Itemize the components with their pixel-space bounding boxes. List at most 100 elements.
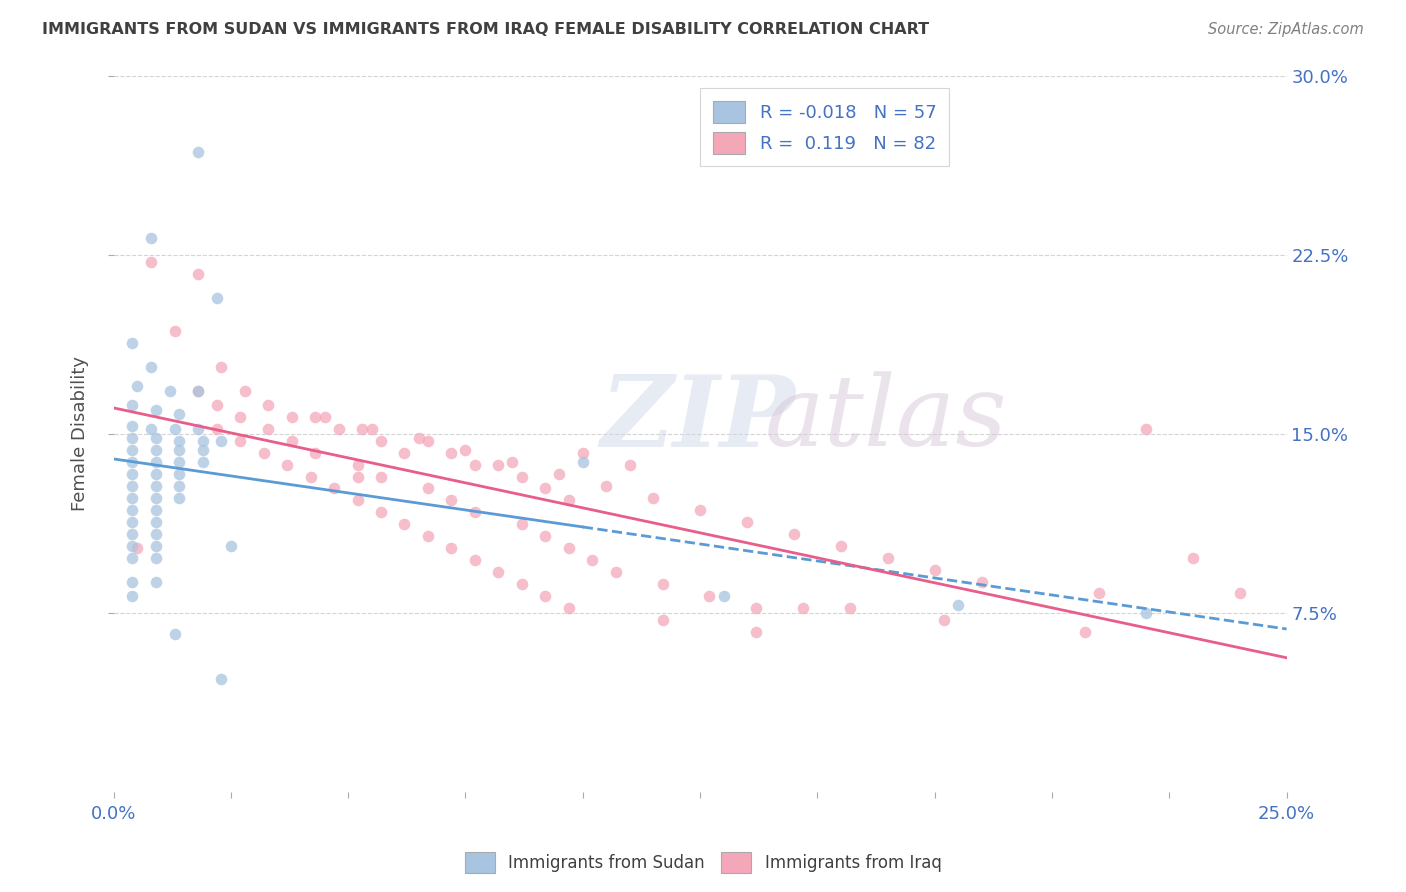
Point xyxy=(187,384,209,398)
Legend: Immigrants from Sudan, Immigrants from Iraq: Immigrants from Sudan, Immigrants from I… xyxy=(458,846,948,880)
Text: IMMIGRANTS FROM SUDAN VS IMMIGRANTS FROM IRAQ FEMALE DISABILITY CORRELATION CHAR: IMMIGRANTS FROM SUDAN VS IMMIGRANTS FROM… xyxy=(42,22,929,37)
Point xyxy=(501,455,523,469)
Y-axis label: Female Disability: Female Disability xyxy=(72,356,89,511)
Point xyxy=(783,526,806,541)
Point xyxy=(167,467,190,482)
Text: ZIP: ZIP xyxy=(600,371,796,467)
Point xyxy=(464,505,486,519)
Point xyxy=(346,493,368,508)
Point xyxy=(187,384,209,398)
Point xyxy=(145,455,167,469)
Point xyxy=(352,422,374,436)
Point xyxy=(167,479,190,493)
Point xyxy=(121,539,143,553)
Point xyxy=(145,550,167,565)
Point xyxy=(167,434,190,448)
Point xyxy=(187,422,209,436)
Point xyxy=(370,469,392,483)
Point xyxy=(205,291,228,305)
Point xyxy=(557,541,579,555)
Point xyxy=(163,422,186,436)
Point xyxy=(211,673,233,687)
Point xyxy=(163,324,186,338)
Point xyxy=(145,443,167,458)
Point xyxy=(304,409,326,424)
Point xyxy=(970,574,993,589)
Point xyxy=(121,335,143,350)
Point xyxy=(651,613,673,627)
Point xyxy=(167,491,190,505)
Point xyxy=(121,455,143,469)
Point xyxy=(121,526,143,541)
Point xyxy=(346,469,368,483)
Point xyxy=(534,529,557,543)
Point xyxy=(454,443,477,458)
Point xyxy=(486,458,509,472)
Point xyxy=(370,505,392,519)
Point xyxy=(323,482,346,496)
Point xyxy=(187,267,209,281)
Point xyxy=(121,443,143,458)
Point xyxy=(121,515,143,529)
Point xyxy=(125,541,148,555)
Point xyxy=(745,600,768,615)
Point xyxy=(125,379,148,393)
Point xyxy=(360,422,382,436)
Point xyxy=(464,553,486,567)
Point xyxy=(145,402,167,417)
Point xyxy=(211,359,233,374)
Point xyxy=(1135,606,1157,620)
Point xyxy=(792,600,814,615)
Point xyxy=(346,458,368,472)
Point xyxy=(121,503,143,517)
Point xyxy=(121,467,143,482)
Point xyxy=(145,526,167,541)
Point xyxy=(145,431,167,445)
Point xyxy=(145,503,167,517)
Point xyxy=(440,445,463,459)
Point xyxy=(689,503,711,517)
Point xyxy=(145,574,167,589)
Point xyxy=(304,445,326,459)
Point xyxy=(211,434,233,448)
Point xyxy=(205,422,228,436)
Point xyxy=(486,565,509,579)
Point xyxy=(1088,586,1111,600)
Point xyxy=(643,491,665,505)
Point xyxy=(121,479,143,493)
Text: Source: ZipAtlas.com: Source: ZipAtlas.com xyxy=(1208,22,1364,37)
Point xyxy=(924,563,946,577)
Point xyxy=(121,431,143,445)
Point xyxy=(139,231,162,245)
Point xyxy=(328,422,350,436)
Point xyxy=(735,515,758,529)
Point xyxy=(699,589,721,603)
Point xyxy=(145,539,167,553)
Point xyxy=(1074,624,1097,639)
Point xyxy=(205,398,228,412)
Point xyxy=(416,482,439,496)
Point xyxy=(121,398,143,412)
Point xyxy=(276,458,298,472)
Point xyxy=(167,455,190,469)
Point xyxy=(253,445,276,459)
Point xyxy=(121,574,143,589)
Legend: R = -0.018   N = 57, R =  0.119   N = 82: R = -0.018 N = 57, R = 0.119 N = 82 xyxy=(700,88,949,167)
Point xyxy=(121,491,143,505)
Point xyxy=(416,434,439,448)
Point xyxy=(163,627,186,641)
Point xyxy=(510,517,533,532)
Point xyxy=(299,469,322,483)
Point xyxy=(281,434,304,448)
Point xyxy=(167,443,190,458)
Point xyxy=(408,431,430,445)
Point xyxy=(191,443,214,458)
Point xyxy=(121,589,143,603)
Point xyxy=(314,409,336,424)
Point xyxy=(145,491,167,505)
Point xyxy=(571,445,593,459)
Point xyxy=(595,479,617,493)
Point xyxy=(139,422,162,436)
Point xyxy=(946,599,969,613)
Point xyxy=(139,254,162,268)
